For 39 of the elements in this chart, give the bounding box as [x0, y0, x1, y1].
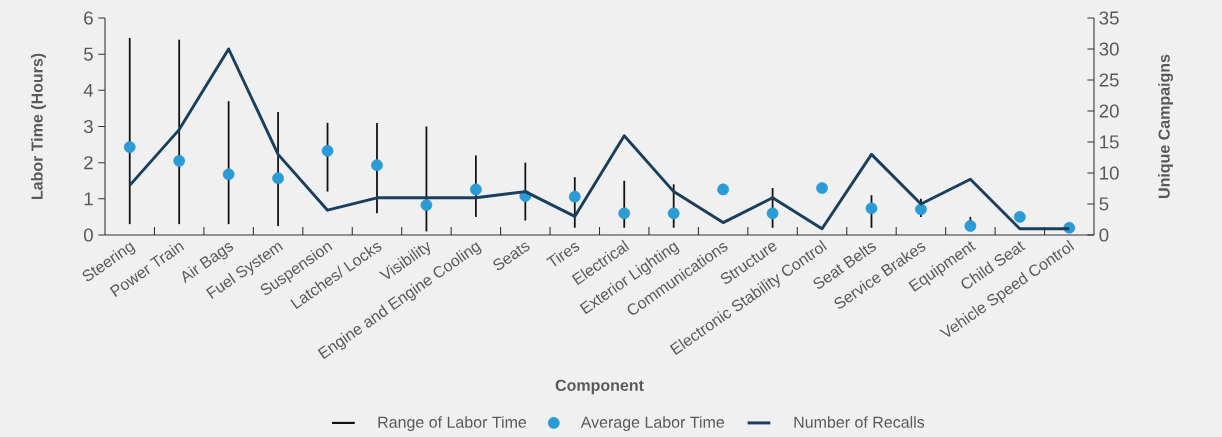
- point: [568, 190, 581, 203]
- point: [420, 199, 433, 211]
- point: [618, 207, 631, 220]
- legend-label: Number of Recalls: [794, 416, 925, 428]
- y-tick-label: 0: [83, 228, 93, 242]
- legend-label: Average Labor Time: [580, 416, 725, 432]
- point: [1013, 211, 1026, 223]
- y-tick-label: 6: [84, 11, 93, 25]
- legend-label: Range of Labor Time: [378, 416, 527, 432]
- y2-tick-label: 5: [1099, 197, 1109, 211]
- y2-tick-label: 15: [1100, 135, 1119, 149]
- point: [865, 202, 878, 215]
- y2-tick-label: 20: [1099, 104, 1119, 118]
- y2-tick-label: 10: [1100, 166, 1119, 180]
- point: [766, 207, 779, 220]
- y-tick-label: 3: [83, 119, 93, 134]
- y-tick-label: 4: [83, 83, 94, 97]
- point: [321, 144, 334, 157]
- x-axis-title: Component: [555, 379, 644, 395]
- y2-tick-label: 25: [1099, 73, 1119, 87]
- point: [222, 168, 235, 181]
- point: [667, 207, 680, 220]
- point: [272, 172, 284, 185]
- point: [123, 141, 136, 153]
- y2-tick-label: 0: [1099, 228, 1109, 242]
- y-tick-label: 2: [84, 156, 93, 170]
- y-tick-label: 1: [84, 192, 93, 206]
- y2-tick-label: 30: [1099, 42, 1119, 56]
- y-tick-label: 5: [84, 47, 93, 61]
- point: [816, 182, 828, 194]
- y2-tick-label: 35: [1099, 11, 1119, 25]
- point: [470, 183, 482, 196]
- point: [964, 220, 977, 232]
- point: [915, 203, 927, 216]
- y-axis-title: Labor Time (Hours): [31, 53, 46, 200]
- point: [371, 159, 383, 172]
- y2-axis-title: Unique Campaigns: [1158, 54, 1174, 198]
- point: [717, 183, 729, 196]
- point: [173, 154, 186, 167]
